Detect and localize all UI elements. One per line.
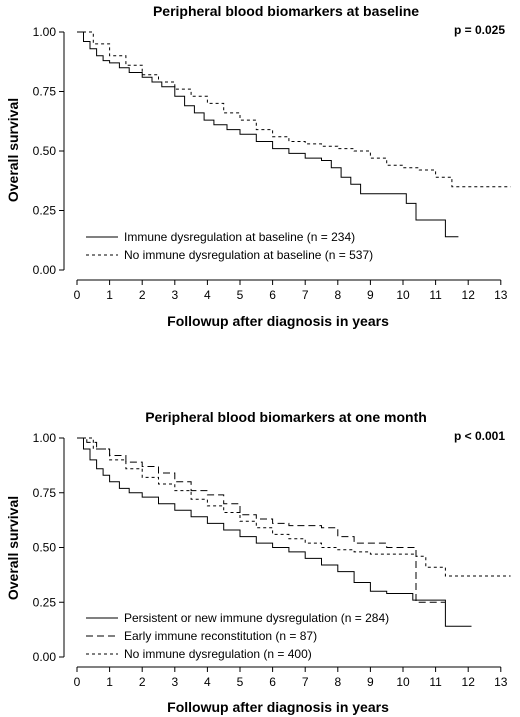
x-tick-label: 5 [237,288,244,302]
legend-label: Early immune reconstitution (n = 87) [124,629,317,643]
x-tick-label: 0 [74,675,81,689]
y-tick-label: 0.50 [33,144,57,158]
x-tick-label: 9 [367,675,374,689]
y-tick-label: 1.00 [33,25,57,39]
x-tick-label: 5 [237,675,244,689]
x-axis-label: Followup after diagnosis in years [167,313,389,329]
survival-curve-dashed [77,437,446,603]
y-tick-label: 0.25 [33,595,57,609]
x-tick-label: 9 [367,288,374,302]
y-tick-label: 0.75 [33,486,57,500]
y-tick-label: 0.25 [33,204,57,218]
x-tick-label: 7 [302,675,309,689]
p-value-annotation: p = 0.025 [454,23,505,37]
x-tick-label: 4 [204,288,211,302]
chart-svg-baseline: Peripheral blood biomarkers at baseline … [5,3,511,329]
chart-svg-one-month: Peripheral blood biomarkers at one month… [5,409,511,715]
x-tick-label: 3 [171,288,178,302]
survival-chart-baseline: Peripheral blood biomarkers at baseline … [0,0,520,340]
x-tick-label: 6 [269,288,276,302]
y-tick-label: 0.75 [33,85,57,99]
survival-curve-solid [77,437,472,627]
x-tick-label: 10 [396,288,410,302]
p-value-annotation: p < 0.001 [454,429,505,443]
x-tick-label: 13 [494,675,508,689]
y-tick-label: 0.50 [33,541,57,555]
legend-label: No immune dysregulation at baseline (n =… [124,248,373,262]
x-tick-label: 3 [171,675,178,689]
x-tick-label: 8 [334,675,341,689]
x-tick-label: 11 [429,675,442,689]
y-tick-label: 0.00 [33,650,57,664]
x-tick-label: 6 [269,675,276,689]
x-axis-label: Followup after diagnosis in years [167,699,389,715]
x-tick-label: 11 [429,288,442,302]
x-tick-label: 1 [106,288,113,302]
legend-label: No immune dysregulation (n = 400) [124,647,312,661]
legend-label: Immune dysregulation at baseline (n = 23… [124,230,355,244]
x-tick-label: 7 [302,288,309,302]
x-tick-label: 2 [139,675,146,689]
x-tick-label: 8 [334,288,341,302]
legend-label: Persistent or new immune dysregulation (… [124,611,389,625]
x-tick-label: 12 [462,288,476,302]
survival-curve-dotted [77,31,511,188]
y-tick-label: 1.00 [33,431,57,445]
x-tick-label: 4 [204,675,211,689]
survival-chart-one-month: Peripheral blood biomarkers at one month… [0,400,520,717]
chart-title: Peripheral blood biomarkers at baseline [153,3,419,19]
x-tick-label: 0 [74,288,81,302]
survival-curve-solid [77,31,459,238]
y-axis-label: Overall survival [5,98,21,202]
chart-title: Peripheral blood biomarkers at one month [145,409,427,425]
x-tick-label: 10 [396,675,410,689]
x-tick-label: 2 [139,288,146,302]
y-tick-label: 0.00 [33,263,57,277]
y-axis-label: Overall survival [5,496,21,600]
survival-curve-dotted [77,437,511,577]
x-tick-label: 12 [462,675,476,689]
x-tick-label: 13 [494,288,508,302]
x-tick-label: 1 [106,675,113,689]
